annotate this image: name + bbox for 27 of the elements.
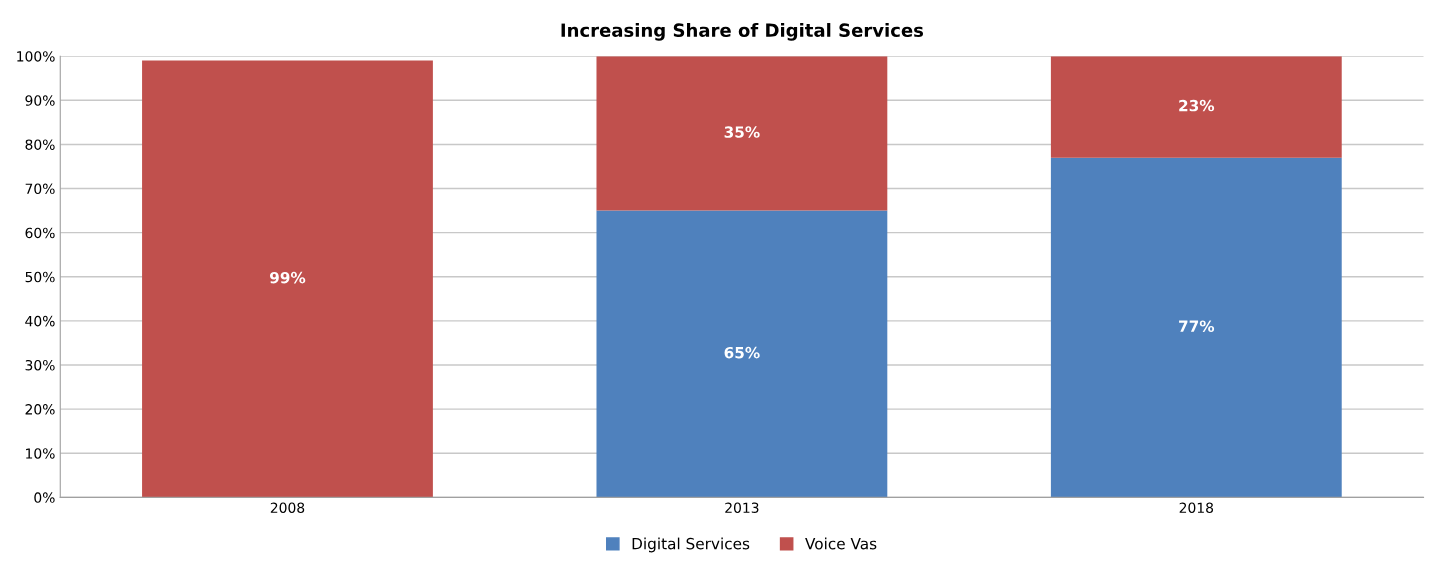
chart-title: Increasing Share of Digital Services xyxy=(561,23,924,41)
bar xyxy=(596,210,888,498)
data-label: 77% xyxy=(1179,320,1215,332)
y-tick-label: 80% xyxy=(25,139,55,150)
y-tick-label: 30% xyxy=(25,359,55,371)
x-tick-label: 2008 xyxy=(270,502,305,513)
y-tick-label: 50% xyxy=(25,271,55,283)
legend-label: Digital Services xyxy=(632,537,750,553)
bar xyxy=(1050,56,1342,158)
y-tick-label: 100% xyxy=(17,51,55,62)
bar xyxy=(1050,157,1342,498)
y-tick-label: 90% xyxy=(25,95,55,106)
bar xyxy=(596,56,888,211)
data-label: 99% xyxy=(269,271,306,284)
data-label: 23% xyxy=(1179,99,1215,112)
legend-label: Voice Vas xyxy=(805,537,877,550)
y-tick-label: 10% xyxy=(26,448,55,459)
data-label: 65% xyxy=(724,346,760,359)
y-tick-label: 20% xyxy=(25,404,55,415)
x-tick-label: 2013 xyxy=(725,502,759,513)
bar xyxy=(142,60,433,498)
x-tick-label: 2018 xyxy=(1179,502,1214,513)
y-tick-label: 70% xyxy=(25,183,55,195)
y-tick-label: 60% xyxy=(25,227,55,239)
y-tick-label: 40% xyxy=(25,315,55,327)
data-label: 35% xyxy=(724,126,760,138)
y-tick-label: 0% xyxy=(34,492,55,503)
